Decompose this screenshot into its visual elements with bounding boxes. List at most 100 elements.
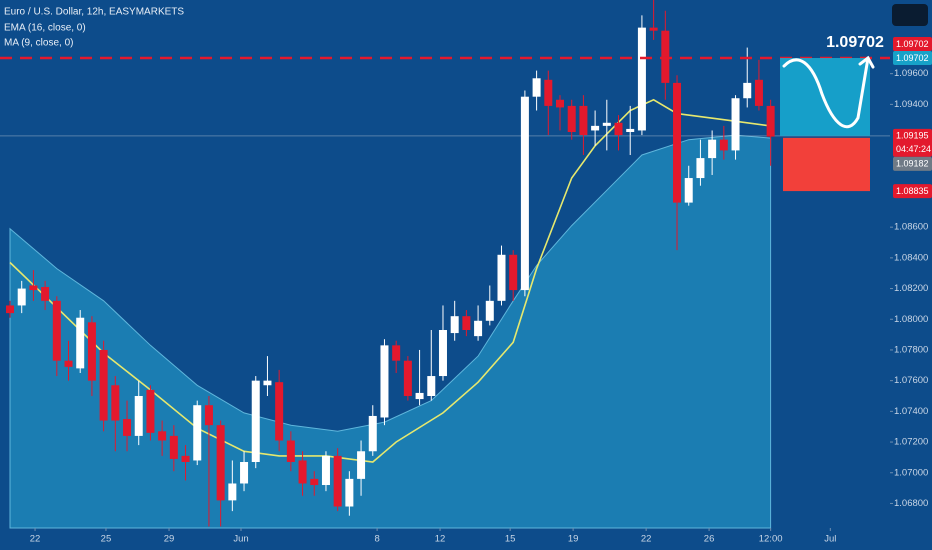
y-tick-label: 1.09400	[894, 99, 928, 110]
candle-body	[696, 158, 705, 179]
legend-entry: EMA (16, close, 0)	[4, 23, 86, 34]
stop-zone	[783, 137, 870, 192]
candle-body	[579, 105, 588, 136]
axes: 1.06800 1.07000 1.07200 1.07400 1.07600 1.078…	[30, 37, 932, 545]
candle-body	[743, 82, 752, 99]
candle-body	[333, 455, 342, 507]
candle-body	[134, 396, 143, 436]
x-tick-label: 25	[101, 534, 112, 545]
y-tick-label: 1.07400	[894, 406, 928, 417]
x-tick-label: 29	[164, 534, 175, 545]
price-tag	[893, 37, 932, 52]
candle-body	[450, 316, 459, 334]
x-tick-label: 8	[374, 534, 379, 545]
candle-body	[403, 360, 412, 396]
x-tick-label: 15	[505, 534, 516, 545]
candle-body	[754, 79, 763, 106]
candle-body	[719, 139, 728, 151]
chart-title: Euro / U.S. Dollar, 12h, EASYMARKETS	[4, 7, 184, 18]
candle-body	[29, 285, 38, 291]
x-tick-label: Jul	[824, 534, 836, 545]
price-tag-label: 1.09702	[896, 39, 929, 49]
price-tag	[893, 128, 932, 157]
candle-body	[158, 431, 167, 441]
menu-button[interactable]	[892, 4, 928, 26]
y-tick-label: 1.08600	[894, 222, 928, 233]
candle-body	[637, 27, 646, 131]
candle-body	[169, 435, 178, 459]
candle-body	[17, 288, 26, 306]
candle-body	[216, 425, 225, 501]
candle-body	[708, 139, 717, 159]
candle-body	[286, 440, 295, 462]
candle-body	[146, 389, 155, 433]
candle-body	[52, 300, 61, 361]
candle-body	[614, 122, 623, 136]
candle-body	[310, 478, 319, 486]
candle-body	[228, 483, 237, 501]
price-tag	[893, 51, 932, 66]
candle-body	[275, 382, 284, 441]
candle-body	[438, 330, 447, 377]
position-drawing: 1.09702	[780, 34, 884, 192]
candle-body	[520, 96, 529, 291]
candle-body	[556, 99, 565, 108]
candle-body	[626, 128, 635, 132]
price-tag-label: 1.09182	[896, 159, 929, 169]
candle-body	[731, 98, 740, 151]
candle-body	[64, 360, 73, 367]
projection-arrow	[858, 55, 875, 69]
y-tick-label: 1.08400	[894, 252, 928, 263]
candle-body	[532, 78, 541, 97]
candle-body	[321, 455, 330, 486]
x-tick-label: 12:00	[759, 534, 783, 545]
price-tag-countdown: 04:47:24	[896, 144, 931, 154]
candle-body	[673, 82, 682, 203]
candle-body	[111, 385, 120, 421]
candle-body	[427, 376, 436, 396]
price-tag-label: 1.08835	[896, 186, 929, 196]
candle-body	[345, 478, 354, 507]
candle-body	[380, 345, 389, 418]
projection-curve	[782, 56, 870, 129]
y-tick-label: 1.08000	[894, 314, 928, 325]
candle-body	[263, 380, 272, 386]
x-tick-label: 12	[435, 534, 446, 545]
candle-body	[6, 305, 15, 314]
y-tick-label: 1.08200	[894, 283, 928, 294]
y-tick-label: 1.07600	[894, 375, 928, 386]
candle-body	[41, 287, 50, 301]
candle-body	[766, 105, 775, 137]
candle-body	[123, 419, 132, 436]
x-tick-label: 19	[568, 534, 579, 545]
y-tick-label: 1.07200	[894, 437, 928, 448]
price-tag-label: 1.09195	[896, 131, 929, 141]
target-annotation: 1.09702	[826, 34, 884, 51]
price-tag	[893, 156, 932, 171]
candle-body	[357, 451, 366, 479]
x-tick-label: 22	[30, 534, 41, 545]
candle-body	[181, 455, 190, 462]
candle-body	[485, 300, 494, 321]
candle-body	[99, 349, 108, 421]
x-tick-label: 26	[704, 534, 715, 545]
candle-body	[602, 122, 611, 126]
x-tick-label: 22	[641, 534, 652, 545]
candle-body	[298, 460, 307, 484]
candle-body	[251, 380, 260, 462]
candle-body	[415, 392, 424, 400]
price-tag-label: 1.09702	[896, 53, 929, 63]
plot-area	[0, 0, 890, 529]
candle-body	[204, 405, 213, 426]
candle-body	[392, 345, 401, 361]
target-zone	[780, 58, 870, 136]
candle-body	[240, 462, 249, 484]
candle-body	[649, 27, 658, 31]
y-tick-label: 1.07800	[894, 344, 928, 355]
candle-body	[509, 254, 518, 291]
candle-body	[497, 254, 506, 301]
candle-body	[462, 316, 471, 330]
candle-body	[193, 405, 202, 461]
candle-body	[544, 79, 553, 106]
